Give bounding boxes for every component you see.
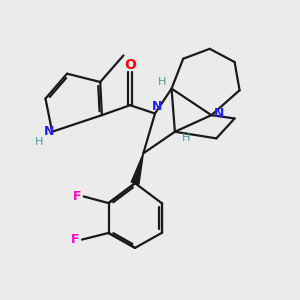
- Polygon shape: [131, 153, 143, 184]
- Text: N: N: [214, 107, 224, 120]
- Text: O: O: [124, 58, 136, 72]
- Text: H: H: [182, 133, 191, 143]
- Text: N: N: [44, 125, 54, 138]
- Text: F: F: [73, 190, 81, 203]
- Text: F: F: [71, 233, 80, 246]
- Text: N: N: [152, 100, 162, 113]
- Text: H: H: [158, 77, 166, 87]
- Text: H: H: [35, 137, 43, 147]
